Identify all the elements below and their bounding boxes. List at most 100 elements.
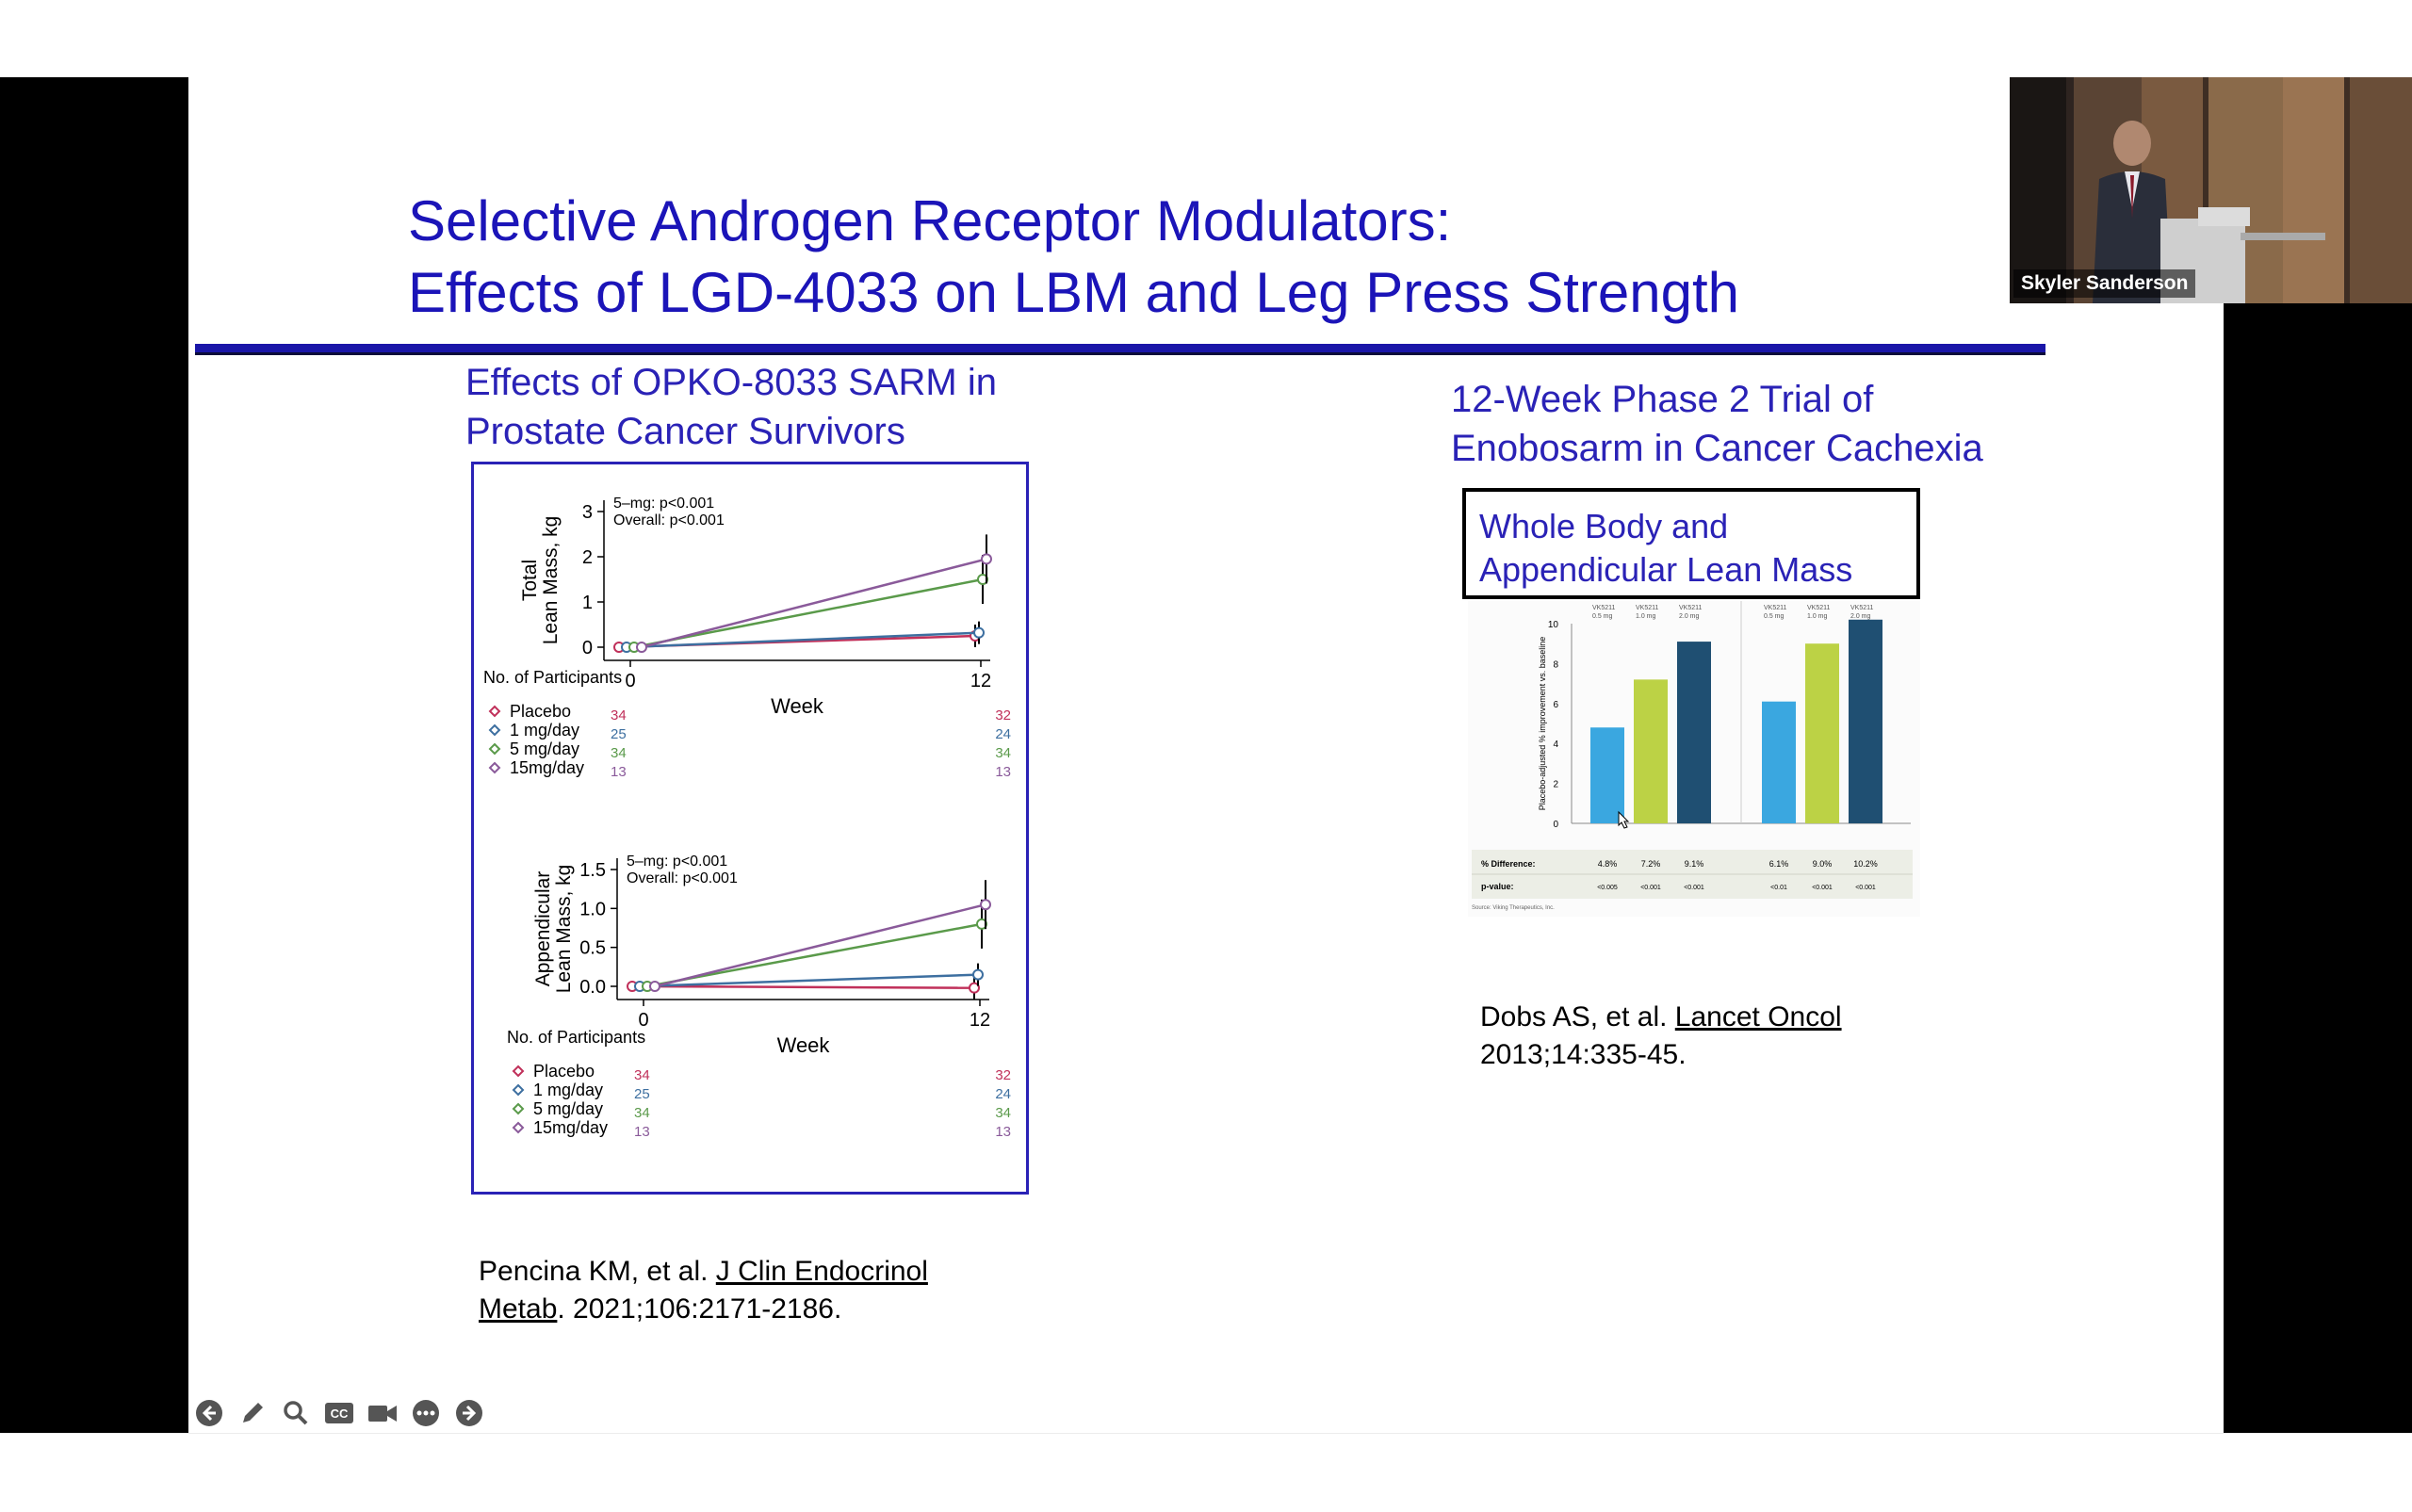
x-axis-label: Week xyxy=(771,694,824,718)
right-heading: 12-Week Phase 2 Trial of Enobosarm in Ca… xyxy=(1451,375,2129,473)
series-line-2 xyxy=(639,973,979,988)
series-line-2 xyxy=(626,631,980,649)
x-tick-label: 0 xyxy=(638,1010,648,1031)
y-tick-label: 0.0 xyxy=(579,977,606,998)
pen-button[interactable] xyxy=(236,1396,269,1430)
cc-icon: CC xyxy=(325,1403,353,1423)
legend-marker-2 xyxy=(488,723,501,737)
y-axis-label-line1: Total xyxy=(519,560,541,601)
citation-left-journal-2: Metab xyxy=(479,1293,558,1325)
legend-n-end: 34 xyxy=(995,745,1011,761)
slide-title-line2: Effects of LGD-4033 on LBM and Leg Press… xyxy=(408,261,1740,324)
bar-y-axis-label: Placebo-adjusted % improvement vs. basel… xyxy=(1538,637,1547,811)
previous-slide-button[interactable] xyxy=(192,1396,226,1430)
captions-button[interactable]: CC xyxy=(322,1396,356,1430)
bar-column-label-1: VK5211 xyxy=(1764,605,1786,611)
bar-column-label-2: 0.5 mg xyxy=(1592,613,1613,620)
title-divider xyxy=(195,344,2045,352)
zoom-button[interactable] xyxy=(279,1396,313,1430)
bar-1-3 xyxy=(1677,642,1711,823)
letterbox-left xyxy=(0,77,188,1433)
legend-marker-3 xyxy=(512,1102,525,1115)
bar-column-label-2: 1.0 mg xyxy=(1807,613,1828,620)
data-point-end xyxy=(980,899,991,911)
p-value-annotation-line1: 5–mg: p<0.001 xyxy=(613,496,714,512)
y-axis-label-line2: Lean Mass, kg xyxy=(553,865,575,994)
p-value: <0.001 xyxy=(1640,885,1661,891)
bar-y-tick-label: 2 xyxy=(1553,780,1558,790)
more-options-button[interactable] xyxy=(409,1396,443,1430)
legend-n-start: 34 xyxy=(634,1105,650,1121)
series-line-3 xyxy=(633,577,984,649)
more-dots-icon xyxy=(413,1400,439,1426)
video-button[interactable] xyxy=(366,1396,399,1430)
legend-n-end: 32 xyxy=(995,707,1011,723)
left-heading: Effects of OPKO-8033 SARM in Prostate Ca… xyxy=(465,358,1106,456)
video-camera-icon xyxy=(368,1406,397,1422)
bar-1-2 xyxy=(1634,679,1668,823)
lean-mass-label-box: Whole Body and Appendicular Lean Mass xyxy=(1462,488,1920,599)
legend-n-end: 24 xyxy=(995,726,1011,742)
legend-marker-4 xyxy=(488,761,501,774)
citation-right-journal: Lancet Oncol xyxy=(1674,1001,1842,1032)
legend-label: 1 mg/day xyxy=(510,721,579,740)
data-point-start xyxy=(636,642,647,653)
bar-y-tick-label: 4 xyxy=(1553,740,1558,750)
legend-n-start: 13 xyxy=(611,764,627,780)
p-value: <0.005 xyxy=(1597,885,1618,891)
bar-2-1 xyxy=(1762,701,1796,823)
x-axis-label: Week xyxy=(777,1033,831,1057)
bar-column-label-2: 2.0 mg xyxy=(1679,613,1700,620)
right-heading-line1: 12-Week Phase 2 Trial of xyxy=(1451,379,1874,420)
p-value: <0.001 xyxy=(1684,885,1704,891)
lean-mass-label-line2: Appendicular Lean Mass xyxy=(1479,550,1853,589)
y-tick-label: 2 xyxy=(582,547,593,568)
bar-y-tick-label: 8 xyxy=(1553,659,1558,670)
series-line-1 xyxy=(631,984,975,989)
legend-marker-1 xyxy=(488,705,501,718)
slide-title-line1: Selective Androgen Receptor Modulators: xyxy=(408,189,1452,252)
presentation-toolbar: CC xyxy=(192,1396,486,1430)
right-heading-line2: Enobosarm in Cancer Cachexia xyxy=(1451,428,1983,469)
citation-left-prefix: Pencina KM, et al. xyxy=(479,1256,716,1287)
bottom-margin xyxy=(0,1433,2412,1512)
x-tick-label: 12 xyxy=(970,1010,990,1031)
legend-n-start: 13 xyxy=(634,1124,650,1140)
legend-n-end: 32 xyxy=(995,1067,1011,1083)
citation-left: Pencina KM, et al. J Clin Endocrinol Met… xyxy=(479,1253,1138,1328)
legend-label: 5 mg/day xyxy=(510,740,579,758)
data-point-end xyxy=(981,553,992,565)
y-tick-label: 1.0 xyxy=(579,899,606,919)
y-axis-label-line1: Appendicular xyxy=(532,871,554,987)
citation-left-rest: . 2021;106:2171-2186. xyxy=(557,1293,842,1325)
difference-row-label: % Difference: xyxy=(1481,859,1536,869)
legend-n-start: 25 xyxy=(611,726,627,742)
svg-text:CC: CC xyxy=(331,1406,349,1421)
legend-marker-2 xyxy=(512,1083,525,1097)
mouse-cursor-icon xyxy=(1618,810,1630,829)
next-slide-button[interactable] xyxy=(452,1396,486,1430)
presenter-video-frame xyxy=(2010,77,2412,303)
slide-title: Selective Androgen Receptor Modulators: … xyxy=(408,186,1915,329)
legend-marker-1 xyxy=(512,1065,525,1078)
y-tick-label: 3 xyxy=(582,502,593,523)
y-tick-label: 1 xyxy=(582,593,593,613)
bar-column-label-1: VK5211 xyxy=(1807,605,1830,611)
presentation-slide: Selective Androgen Receptor Modulators: … xyxy=(188,77,2224,1433)
citation-left-journal-1: J Clin Endocrinol xyxy=(715,1256,928,1287)
difference-value: 10.2% xyxy=(1853,859,1878,869)
presenter-video-tile[interactable]: Skyler Sanderson xyxy=(2010,77,2412,303)
participants-label: No. of Participants xyxy=(483,668,622,687)
legend-n-end: 13 xyxy=(995,764,1011,780)
bar-column-label-2: 2.0 mg xyxy=(1850,613,1871,620)
p-value: <0.001 xyxy=(1855,885,1876,891)
legend-n-end: 24 xyxy=(995,1086,1011,1102)
difference-value: 4.8% xyxy=(1598,859,1618,869)
legend-n-start: 34 xyxy=(611,707,627,723)
difference-value: 9.0% xyxy=(1813,859,1833,869)
pencil-icon xyxy=(243,1403,263,1423)
data-point-start xyxy=(649,981,660,992)
legend-label: 15mg/day xyxy=(533,1118,608,1137)
y-tick-label: 0.5 xyxy=(579,938,606,959)
series-line-4 xyxy=(654,902,986,988)
